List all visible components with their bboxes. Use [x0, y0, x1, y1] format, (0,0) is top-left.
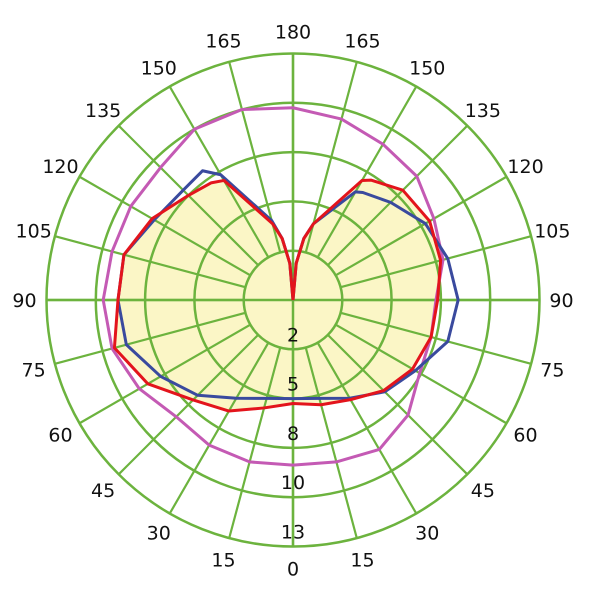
fill-polygon: [114, 180, 441, 412]
grid-spoke: [327, 334, 469, 476]
fill-area: [114, 180, 441, 412]
radial-tick-label: 8: [287, 423, 299, 445]
radial-tick-label: 5: [287, 374, 299, 396]
angle-tick-label: 75: [22, 359, 46, 381]
tick-labels: 0 151530304545606075759090105105120120135…: [12, 22, 573, 581]
angle-tick-label: 105: [16, 221, 52, 243]
grid-spoke: [327, 124, 469, 266]
angle-tick-label: 60: [513, 424, 537, 446]
polar-grid: [45, 52, 541, 548]
angle-tick-label: 15: [211, 549, 235, 571]
grid-spoke: [78, 175, 251, 277]
angle-tick-label: 150: [409, 57, 445, 79]
angle-tick-label: 135: [465, 100, 501, 122]
grid-spoke: [168, 85, 270, 258]
series-lines: [101, 106, 460, 467]
grid-spoke: [340, 311, 532, 365]
angle-tick-label: 30: [147, 523, 171, 545]
grid-spoke: [117, 334, 259, 476]
angle-tick-label: 105: [534, 221, 570, 243]
angle-tick-label: 15: [350, 549, 374, 571]
angle-tick-label: 90: [12, 290, 36, 312]
angle-tick-label: 135: [85, 100, 121, 122]
grid-spoke: [316, 342, 418, 515]
angle-tick-label: 0: [287, 559, 299, 581]
grid-spoke: [78, 323, 251, 425]
grid-spoke: [304, 347, 358, 539]
angle-tick-label: 165: [205, 31, 241, 53]
angle-tick-label: 120: [507, 156, 543, 178]
grid-spoke: [304, 61, 358, 253]
series-line-magenta: [101, 106, 445, 467]
grid-spoke: [335, 175, 508, 277]
angle-tick-label: 165: [344, 31, 380, 53]
series-line-red: [112, 178, 443, 413]
grid-spoke: [316, 85, 418, 258]
angle-tick-label: 60: [48, 424, 72, 446]
angle-tick-label: 120: [42, 156, 78, 178]
grid-spoke: [54, 235, 246, 289]
grid-spoke: [168, 342, 270, 515]
angle-tick-label: 45: [471, 480, 495, 502]
radial-tick-label: 10: [281, 472, 305, 494]
angle-tick-label: 90: [549, 290, 573, 312]
grid-spoke: [340, 235, 532, 289]
angle-tick-label: 30: [415, 523, 439, 545]
grid-spoke: [335, 323, 508, 425]
radial-tick-label: 2: [287, 324, 299, 346]
angle-tick-label: 150: [141, 57, 177, 79]
grid-spoke: [54, 311, 246, 365]
radial-tick-label: 13: [281, 522, 305, 544]
grid-spoke: [228, 347, 282, 539]
angle-tick-label: 45: [91, 480, 115, 502]
series-line-blue: [116, 169, 460, 401]
angle-tick-label: 75: [540, 359, 564, 381]
angle-tick-label: 180: [275, 22, 311, 44]
